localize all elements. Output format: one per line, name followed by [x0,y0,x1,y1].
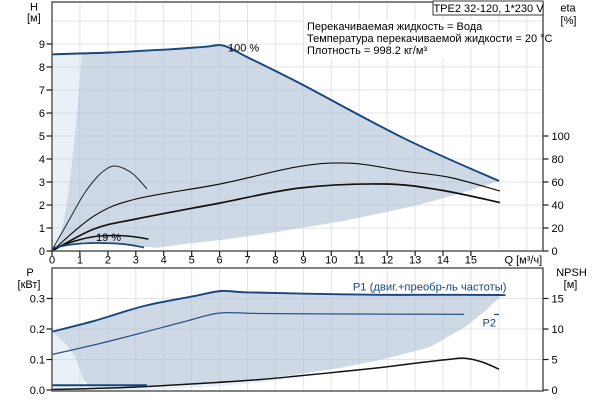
svg-text:2: 2 [105,255,111,267]
svg-text:H: H [30,2,38,14]
svg-text:8: 8 [272,255,278,267]
svg-text:P: P [26,267,33,279]
svg-text:0.1: 0.1 [30,355,45,367]
svg-text:80: 80 [552,154,564,166]
svg-text:[м]: [м] [27,13,41,25]
svg-text:9: 9 [300,255,306,267]
svg-text:2: 2 [39,200,45,212]
svg-text:100: 100 [552,131,570,143]
svg-text:[м]: [м] [564,279,578,291]
svg-text:Q [м³/ч]: Q [м³/ч] [505,255,543,267]
svg-text:4: 4 [39,154,45,166]
svg-text:6: 6 [39,108,45,120]
svg-text:13: 13 [409,255,421,267]
svg-text:7: 7 [244,255,250,267]
svg-text:0: 0 [552,385,558,397]
svg-text:3: 3 [39,177,45,189]
svg-text:5: 5 [552,355,558,367]
svg-text:100 %: 100 % [228,42,259,54]
svg-text:Перекачиваемая жидкость = Вода: Перекачиваемая жидкость = Вода [307,21,483,33]
svg-text:14: 14 [437,255,449,267]
svg-text:P1 (двиг.+преобр-ль частоты): P1 (двиг.+преобр-ль частоты) [353,282,507,294]
svg-text:[кВт]: [кВт] [18,279,41,291]
svg-text:9: 9 [39,39,45,51]
svg-text:0.0: 0.0 [30,385,45,397]
svg-text:0: 0 [39,246,45,258]
svg-text:0.3: 0.3 [30,294,45,306]
svg-text:0.2: 0.2 [30,324,45,336]
svg-text:P2: P2 [483,318,496,330]
svg-text:5: 5 [39,131,45,143]
svg-text:15: 15 [552,294,564,306]
svg-text:12: 12 [381,255,393,267]
svg-text:40: 40 [552,200,564,212]
svg-text:11: 11 [353,255,364,267]
svg-text:15: 15 [465,255,477,267]
svg-text:5: 5 [189,255,195,267]
svg-text:Плотность = 998.2 кг/м³: Плотность = 998.2 кг/м³ [307,45,427,57]
svg-text:[%]: [%] [561,15,577,27]
svg-text:eta: eta [560,3,576,15]
svg-text:Температура перекачиваемой жид: Температура перекачиваемой жидкости = 20… [307,33,553,45]
svg-text:19 %: 19 % [96,232,121,244]
svg-text:8: 8 [39,62,45,74]
svg-text:4: 4 [161,255,167,267]
svg-text:7: 7 [39,85,45,97]
svg-text:3: 3 [133,255,139,267]
svg-text:10: 10 [325,255,337,267]
svg-text:0: 0 [49,255,55,267]
svg-text:1: 1 [77,255,83,267]
svg-text:10: 10 [552,324,564,336]
svg-text:60: 60 [552,177,564,189]
svg-text:0: 0 [552,246,558,258]
svg-text:6: 6 [217,255,223,267]
svg-text:1: 1 [39,223,45,235]
svg-text:20: 20 [552,223,564,235]
svg-text:TPE2 32-120, 1*230 V: TPE2 32-120, 1*230 V [433,3,544,15]
svg-text:NPSH: NPSH [556,267,587,279]
